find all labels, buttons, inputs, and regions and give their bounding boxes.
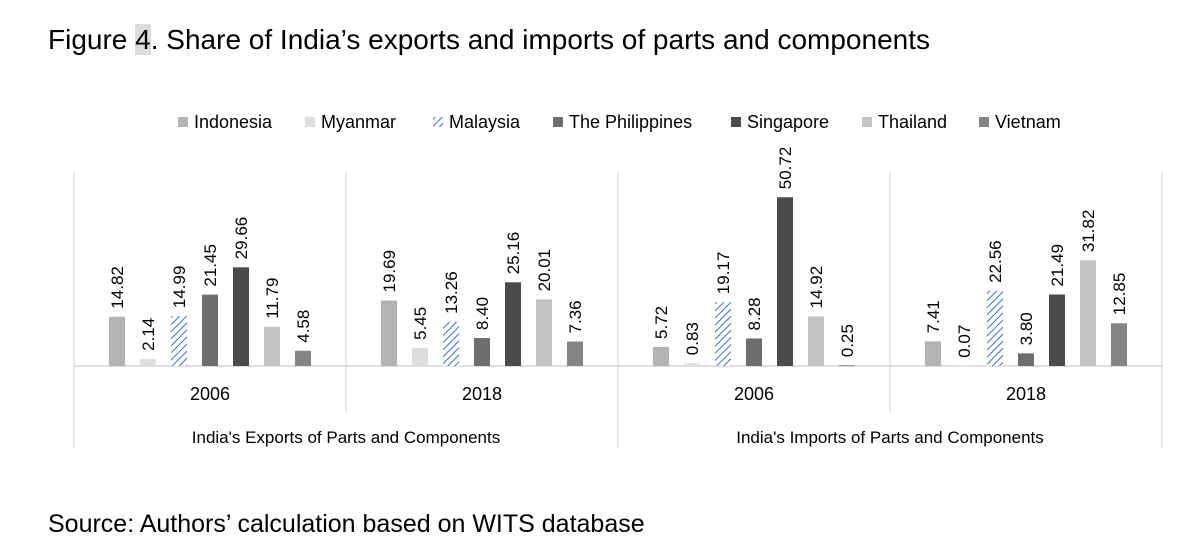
bar (233, 267, 249, 366)
legend-label-thailand: Thailand (878, 112, 947, 132)
legend-label-the-philippines: The Philippines (569, 112, 692, 132)
bar (171, 316, 187, 366)
data-label: 13.26 (442, 271, 461, 314)
bar (808, 316, 824, 366)
legend-swatch-singapore (731, 117, 741, 127)
data-label: 0.25 (838, 324, 857, 357)
data-label: 14.92 (807, 266, 826, 309)
group-label: India's Exports of Parts and Components (192, 428, 500, 447)
bar (956, 365, 972, 367)
bar (443, 321, 459, 366)
data-label: 8.28 (745, 297, 764, 330)
data-label: 20.01 (535, 249, 554, 292)
bar (925, 341, 941, 366)
data-label: 25.16 (504, 232, 523, 275)
bar (381, 300, 397, 366)
legend-label-myanmar: Myanmar (321, 112, 396, 132)
figure-title-text: . Share of India’s exports and imports o… (150, 24, 930, 55)
data-label: 0.83 (683, 322, 702, 355)
bar (264, 326, 280, 366)
legend-swatch-myanmar (305, 117, 315, 127)
data-label: 0.07 (955, 325, 974, 358)
bar (505, 282, 521, 366)
bar (202, 294, 218, 366)
bar (1049, 294, 1065, 366)
data-label: 14.99 (170, 266, 189, 309)
bar (684, 363, 700, 366)
figure-source: Source: Authors’ calculation based on WI… (48, 510, 645, 538)
bar (715, 302, 731, 366)
data-label: 19.69 (380, 250, 399, 293)
x-tick-label: 2018 (1006, 384, 1046, 404)
figure-label: Figure (48, 24, 128, 55)
bar (987, 290, 1003, 366)
x-tick-label: 2006 (190, 384, 230, 404)
legend-label-malaysia: Malaysia (449, 112, 521, 132)
legend-swatch-malaysia (433, 117, 443, 127)
data-label: 7.41 (924, 300, 943, 333)
bar (567, 341, 583, 366)
bar (474, 338, 490, 366)
x-tick-label: 2006 (734, 384, 774, 404)
data-label: 21.49 (1048, 244, 1067, 287)
group-label: India's Imports of Parts and Components (736, 428, 1044, 447)
bar (1111, 323, 1127, 366)
data-label: 8.40 (473, 297, 492, 330)
data-label: 31.82 (1079, 210, 1098, 253)
data-label: 5.45 (411, 307, 430, 340)
bar (412, 347, 428, 366)
legend-label-singapore: Singapore (747, 112, 829, 132)
figure-title: Figure 4. Share of India’s exports and i… (48, 24, 930, 56)
legend-swatch-vietnam (979, 117, 989, 127)
legend-swatch-indonesia (178, 117, 188, 127)
bar (140, 358, 156, 366)
data-label: 7.36 (566, 300, 585, 333)
data-label: 14.82 (108, 266, 127, 309)
data-label: 12.85 (1110, 273, 1129, 316)
data-label: 11.79 (263, 277, 282, 318)
legend-swatch-the-philippines (553, 117, 563, 127)
bar (777, 197, 793, 366)
bar (536, 299, 552, 366)
data-label: 5.72 (652, 306, 671, 339)
data-label: 21.45 (201, 244, 220, 287)
data-label: 29.66 (232, 217, 251, 260)
bar (1080, 260, 1096, 366)
bar (653, 346, 669, 366)
legend-label-indonesia: Indonesia (194, 112, 273, 132)
x-tick-label: 2018 (462, 384, 502, 404)
bar (839, 365, 855, 366)
legend-label-vietnam: Vietnam (995, 112, 1061, 132)
bar (746, 338, 762, 366)
legend-swatch-thailand (862, 117, 872, 127)
figure-number: 4 (135, 24, 151, 55)
data-label: 3.80 (1017, 312, 1036, 345)
bar (109, 316, 125, 366)
data-label: 4.58 (294, 310, 313, 343)
data-label: 22.56 (986, 240, 1005, 283)
data-label: 50.72 (776, 147, 795, 190)
bar (295, 350, 311, 366)
bar (1018, 353, 1034, 366)
data-label: 2.14 (139, 318, 158, 351)
data-label: 19.17 (714, 252, 733, 295)
